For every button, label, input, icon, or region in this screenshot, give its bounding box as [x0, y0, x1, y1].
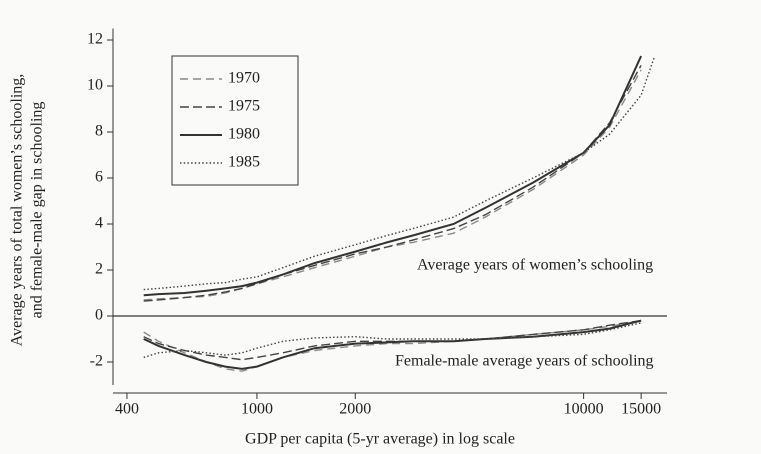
- x-axis-label: GDP per capita (5-yr average) in log sca…: [245, 431, 515, 448]
- x-tick-label: 2000: [339, 401, 371, 418]
- legend-label: 1985: [228, 154, 260, 171]
- series-line: [143, 64, 642, 302]
- series-line: [143, 319, 642, 361]
- y-axis-label: and female-male gap in schooling: [29, 102, 46, 319]
- y-tick-label: 2: [95, 261, 103, 278]
- x-tick-label: 400: [115, 401, 139, 418]
- x-tick-label: 15000: [621, 401, 661, 418]
- x-tick-label: 1000: [241, 401, 273, 418]
- x-tick-label: 10000: [564, 401, 604, 418]
- y-tick-label: 12: [87, 31, 103, 48]
- y-tick-label: 0: [95, 307, 103, 324]
- series-line: [143, 322, 642, 359]
- legend-box: [171, 55, 299, 186]
- y-tick-label: 4: [95, 215, 103, 232]
- annotation: Average years of women’s schooling: [417, 257, 653, 274]
- y-tick-label: -2: [90, 353, 103, 370]
- y-axis-label: Average years of total women’s schooling…: [9, 74, 26, 347]
- legend-label: 1980: [228, 126, 260, 143]
- annotation: Female-male average years of schooling: [395, 353, 654, 370]
- series-line: [143, 69, 642, 301]
- legend-label: 1975: [228, 98, 260, 115]
- y-tick-label: 10: [87, 77, 103, 94]
- y-tick-label: 6: [95, 169, 103, 186]
- series-line: [143, 55, 643, 297]
- y-tick-label: 8: [95, 123, 103, 140]
- legend-label: 1970: [228, 70, 260, 87]
